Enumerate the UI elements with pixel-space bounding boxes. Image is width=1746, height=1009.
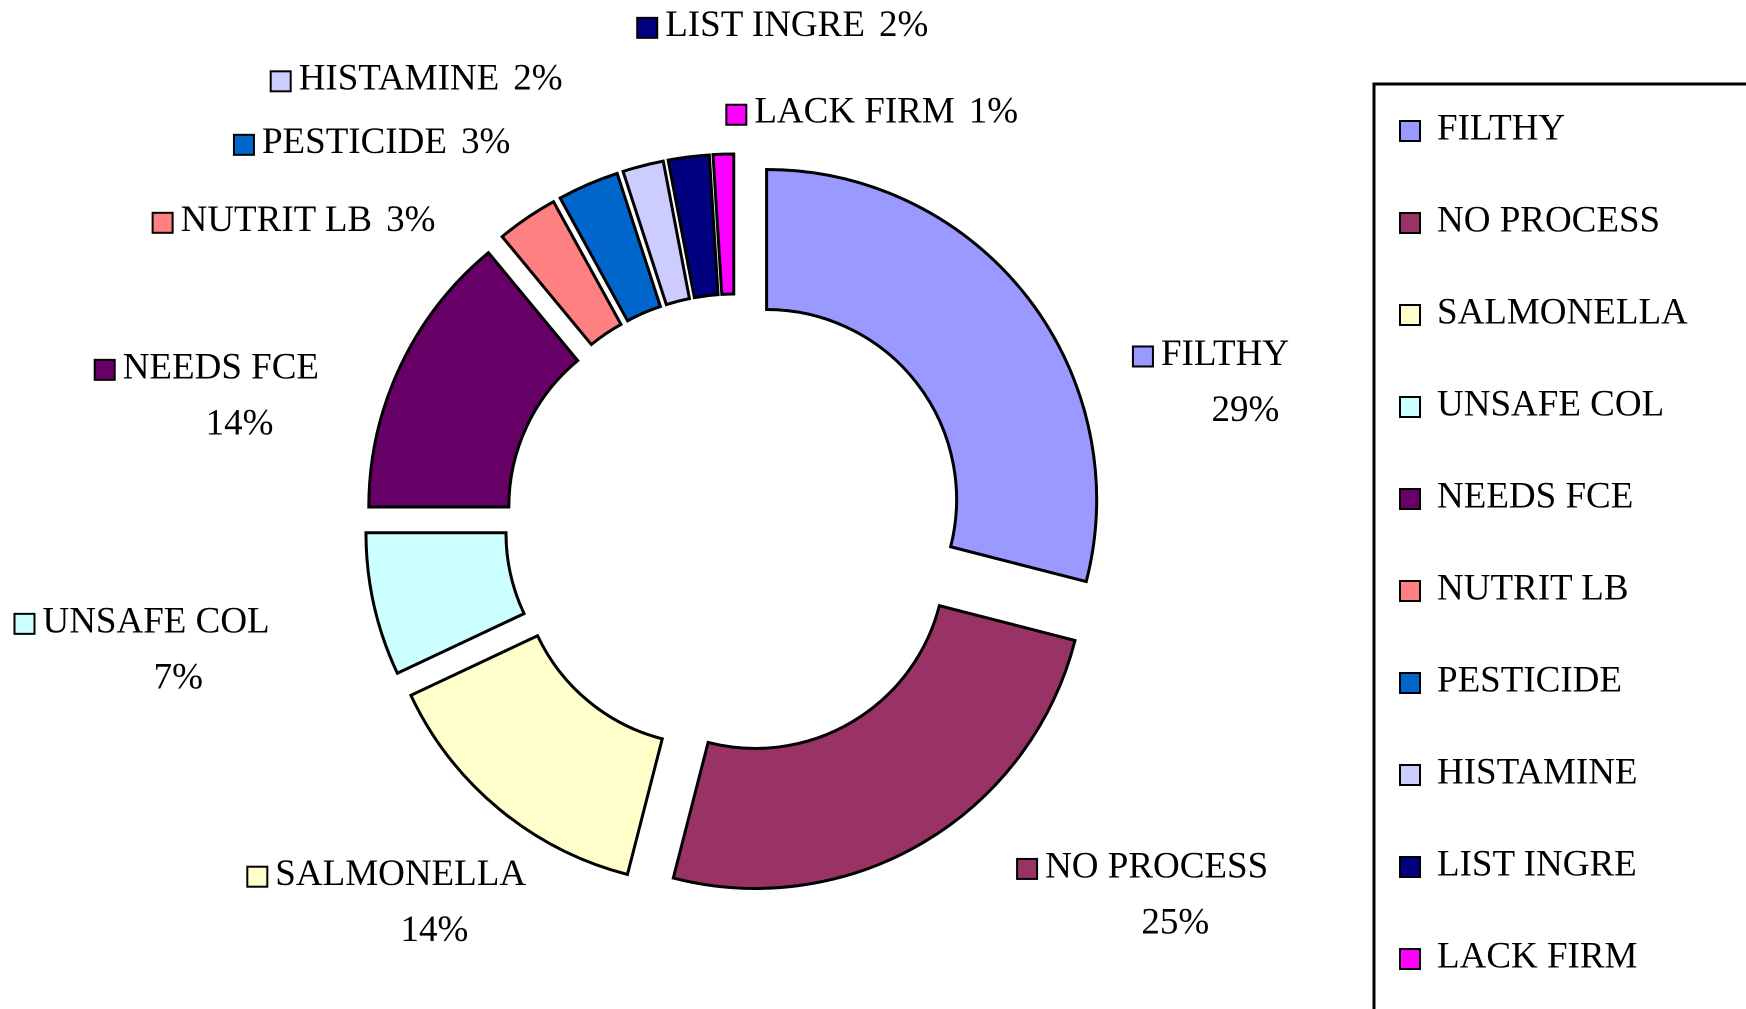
data-label-name: PESTICIDE <box>262 121 447 162</box>
data-label-value: 2% <box>513 58 562 99</box>
donut-slice <box>500 199 624 347</box>
legend-swatch <box>1399 488 1421 510</box>
donut-slice <box>765 167 1099 584</box>
legend-swatch <box>1399 304 1421 326</box>
data-label-name: SALMONELLA <box>275 853 526 894</box>
legend-swatch <box>1399 580 1421 602</box>
donut-slice <box>558 171 663 323</box>
data-label: PESTICIDE 3% <box>262 121 510 162</box>
legend-label: LIST INGRE <box>1437 843 1637 884</box>
data-label-name: LACK FIRM <box>754 91 954 132</box>
data-label: NUTRIT LB 3% <box>181 199 436 240</box>
data-label-value: 2% <box>879 4 928 45</box>
legend-swatch <box>1399 672 1421 694</box>
label-swatch <box>1131 345 1154 368</box>
legend-label: NO PROCESS <box>1437 199 1660 240</box>
data-label: HISTAMINE 2% <box>299 58 563 99</box>
donut-slice <box>621 159 692 307</box>
data-label-value: 3% <box>461 121 510 162</box>
label-swatch <box>151 211 174 234</box>
label-swatch <box>636 16 659 39</box>
data-label-name: HISTAMINE <box>299 58 500 99</box>
data-label-name: NEEDS FCE <box>123 346 319 387</box>
label-swatch <box>1016 857 1039 880</box>
legend-swatch <box>1399 396 1421 418</box>
donut-slice <box>666 153 720 300</box>
data-label-value: 1% <box>969 91 1018 132</box>
data-label-value: 3% <box>386 199 435 240</box>
data-label-name: NUTRIT LB <box>181 199 373 240</box>
legend-label: FILTHY <box>1437 107 1565 148</box>
legend-swatch <box>1399 212 1421 234</box>
label-swatch <box>13 612 36 635</box>
label-swatch <box>93 358 116 381</box>
data-label: LIST INGRE 2% <box>665 4 928 45</box>
legend-label: UNSAFE COL <box>1437 383 1664 424</box>
label-swatch <box>246 865 269 888</box>
legend-swatch <box>1399 948 1421 970</box>
label-swatch <box>725 103 748 126</box>
legend-swatch <box>1399 120 1421 142</box>
data-label-name: FILTHY <box>1161 333 1289 374</box>
donut-slice <box>367 250 580 509</box>
data-label-name: LIST INGRE <box>665 4 865 45</box>
legend-label: HISTAMINE <box>1437 751 1638 792</box>
data-label-value: 25% <box>1141 901 1209 942</box>
data-label-name: NO PROCESS <box>1045 845 1268 886</box>
legend-box <box>1372 82 1746 1009</box>
legend-swatch <box>1399 856 1421 878</box>
donut-slice <box>364 531 527 676</box>
legend-swatch <box>1399 764 1421 786</box>
donut-slice <box>408 633 665 877</box>
data-label-value: 29% <box>1212 389 1280 430</box>
legend-label: PESTICIDE <box>1437 659 1622 700</box>
legend-label: NUTRIT LB <box>1437 567 1629 608</box>
data-label-value: 14% <box>206 402 274 443</box>
label-swatch <box>269 70 292 93</box>
legend-label: LACK FIRM <box>1437 935 1637 976</box>
donut-slice <box>711 152 736 296</box>
data-label-name: UNSAFE COL <box>42 600 269 641</box>
legend-label: NEEDS FCE <box>1437 475 1633 516</box>
data-label: LACK FIRM 1% <box>754 91 1018 132</box>
legend-label: SALMONELLA <box>1437 291 1688 332</box>
label-swatch <box>232 133 255 156</box>
donut-slice <box>671 603 1077 890</box>
data-label-value: 14% <box>401 909 469 950</box>
data-label-value: 7% <box>154 656 203 697</box>
